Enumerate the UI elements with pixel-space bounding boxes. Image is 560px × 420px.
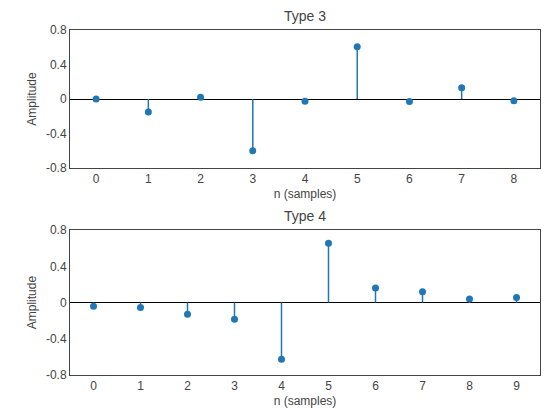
svg-text:8: 8 <box>511 172 518 186</box>
svg-text:1: 1 <box>145 172 152 186</box>
svg-text:0: 0 <box>60 92 67 106</box>
svg-text:0.4: 0.4 <box>50 260 67 274</box>
svg-text:9: 9 <box>513 379 520 393</box>
svg-text:3: 3 <box>249 172 256 186</box>
svg-text:3: 3 <box>231 379 238 393</box>
svg-text:0.4: 0.4 <box>50 58 67 72</box>
svg-text:6: 6 <box>372 379 379 393</box>
svg-text:2: 2 <box>197 172 204 186</box>
svg-text:Type 4: Type 4 <box>284 208 326 224</box>
svg-text:4: 4 <box>278 379 285 393</box>
svg-text:n (samples): n (samples) <box>274 187 337 201</box>
svg-text:n (samples): n (samples) <box>274 394 337 408</box>
svg-text:5: 5 <box>325 379 332 393</box>
svg-text:5: 5 <box>354 172 361 186</box>
svg-text:6: 6 <box>406 172 413 186</box>
svg-text:1: 1 <box>137 379 144 393</box>
svg-text:8: 8 <box>466 379 473 393</box>
svg-text:7: 7 <box>419 379 426 393</box>
svg-text:0.8: 0.8 <box>50 23 67 37</box>
svg-text:0: 0 <box>60 296 67 310</box>
svg-text:4: 4 <box>302 172 309 186</box>
svg-text:Amplitude: Amplitude <box>25 72 39 126</box>
svg-text:0: 0 <box>93 172 100 186</box>
svg-text:-0.8: -0.8 <box>46 161 67 175</box>
svg-text:2: 2 <box>184 379 191 393</box>
svg-text:0: 0 <box>90 379 97 393</box>
svg-text:-0.4: -0.4 <box>46 127 67 141</box>
svg-text:0.8: 0.8 <box>50 223 67 237</box>
svg-text:-0.4: -0.4 <box>46 332 67 346</box>
svg-text:Amplitude: Amplitude <box>25 276 39 330</box>
svg-text:7: 7 <box>458 172 465 186</box>
svg-text:Type 3: Type 3 <box>284 8 326 24</box>
svg-text:-0.8: -0.8 <box>46 368 67 382</box>
